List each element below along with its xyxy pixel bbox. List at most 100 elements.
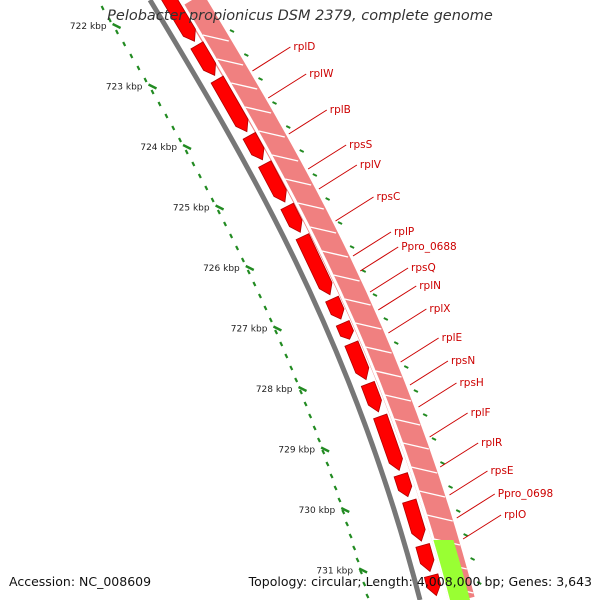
scale-dot [178,137,183,143]
outer-tick [422,413,428,417]
gene-leader-line [359,246,399,272]
track-segment-gap [393,418,421,426]
gene-label: rplD [293,41,315,53]
gene-leader-line [439,442,479,468]
scale-dot [191,161,196,167]
scale-dot [294,377,299,383]
gene-label: rpsN [451,355,475,367]
gene-leader-line [418,382,457,408]
track-segment-gap [411,466,438,474]
scale-major-tick [182,143,192,151]
outer-tick [470,557,476,561]
cds-arrow [295,233,333,296]
gene-label: rplV [360,159,382,171]
gene-leader-line [462,514,502,540]
scale-dot [337,497,342,503]
track-segment-gap [231,82,258,90]
scale-dot [100,5,105,11]
track-segment-gap [297,202,324,210]
scale-major-tick [112,22,122,30]
scale-dot [303,401,308,407]
track-segment-gap [365,346,392,354]
scale-dot [341,509,346,515]
track-segment-gap [355,322,382,330]
gene-leader-line [449,470,488,496]
scale-major-tick [320,446,330,453]
scale-major-tick [215,204,225,211]
scale-dot [197,173,202,179]
gene-leader-line [267,73,307,99]
gene-leader-line [307,144,347,170]
scale-dot [115,29,119,35]
scale-dot [325,461,330,467]
cds-arrow [258,160,287,203]
scale-dot [298,389,303,395]
scale-dot [210,197,215,203]
track-segment-gap [244,106,272,114]
gene-label: rpsH [459,377,483,389]
cds-arrow [360,380,382,413]
scale-label: 724 kbp [140,143,177,153]
outer-tick [349,245,355,249]
scale-label: 728 kbp [256,385,293,395]
scale-dot [333,485,338,491]
cds-arrow [242,131,265,161]
scale-dot [289,365,294,371]
highlight-segment [433,540,470,600]
scale-dot [344,521,349,527]
gene-leader-line [456,493,496,519]
track-segment-gap [344,298,371,306]
label-layer: rplD rplW rplB rpsS rplV rpsC rplP Ppro_0688rps… [252,41,553,540]
scale-major-tick [340,506,350,514]
gene-leader-line [388,308,427,334]
gene-label: Ppro_0698 [498,488,553,500]
cds-arrow [393,472,413,498]
outer-tick [476,581,482,585]
cds-arrow [423,573,442,597]
track-segment-gap [309,226,337,234]
scale-dot [157,101,162,107]
outer-tick [285,125,291,129]
genome-backbone [150,0,420,600]
outer-tick [440,461,445,465]
gene-leader-line [335,196,374,222]
cds-arrow [402,498,426,542]
cds-layer [161,0,442,597]
scale-dot [150,89,155,95]
track-segment-gap [333,274,360,282]
scale-dot [308,413,313,419]
track-segment-gap [216,58,244,66]
gene-label: rpsC [377,191,401,203]
genome-summary-text: Topology: circular; Length: 4,008,000 bp… [248,574,592,589]
outer-tick [243,53,249,57]
track-segment-gap [402,442,430,450]
outer-tick [258,77,263,81]
gene-label: rpsE [490,465,513,477]
scale-dot [223,221,228,227]
track-segment-gap [271,154,299,162]
scale-label: 730 kbp [299,506,336,516]
scale-dot [358,569,363,575]
track-segment-gap [284,178,312,186]
outer-tick [413,389,419,393]
scale-dot [204,185,209,191]
track-segment-gap [258,130,285,138]
gene-leader-line [400,337,439,363]
gene-label: rplX [429,303,450,315]
scale-major-tick [147,83,158,90]
outer-tick [229,29,235,33]
scale-major-tick [358,567,368,574]
scale-dot [352,545,357,551]
gene-leader-line [318,164,358,190]
gene-label: rplW [309,68,334,80]
scale-major-tick [272,325,282,332]
gene-leader-line [409,360,449,386]
gene-leader-line [288,109,328,135]
scale-dot [164,113,169,119]
gene-leader-line [429,412,468,438]
outer-tick [337,221,343,225]
track-segment-gap [384,394,412,402]
scale-dot [274,329,279,335]
scale-dot [257,293,262,299]
scale-dot [321,449,326,455]
